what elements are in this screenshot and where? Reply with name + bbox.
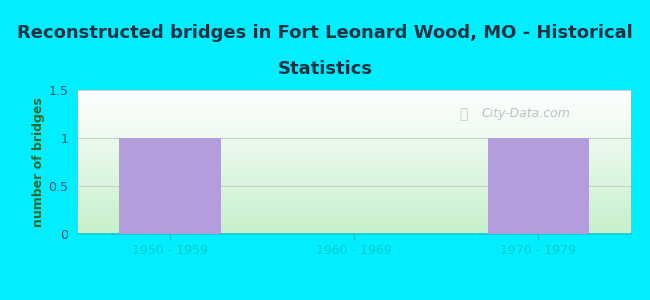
Y-axis label: number of bridges: number of bridges <box>32 97 46 227</box>
Text: Statistics: Statistics <box>278 60 372 78</box>
Text: ⓘ: ⓘ <box>459 107 467 121</box>
Text: City-Data.com: City-Data.com <box>481 107 570 120</box>
Text: Reconstructed bridges in Fort Leonard Wood, MO - Historical: Reconstructed bridges in Fort Leonard Wo… <box>17 24 633 42</box>
Bar <box>488 138 589 234</box>
Bar <box>120 138 221 234</box>
